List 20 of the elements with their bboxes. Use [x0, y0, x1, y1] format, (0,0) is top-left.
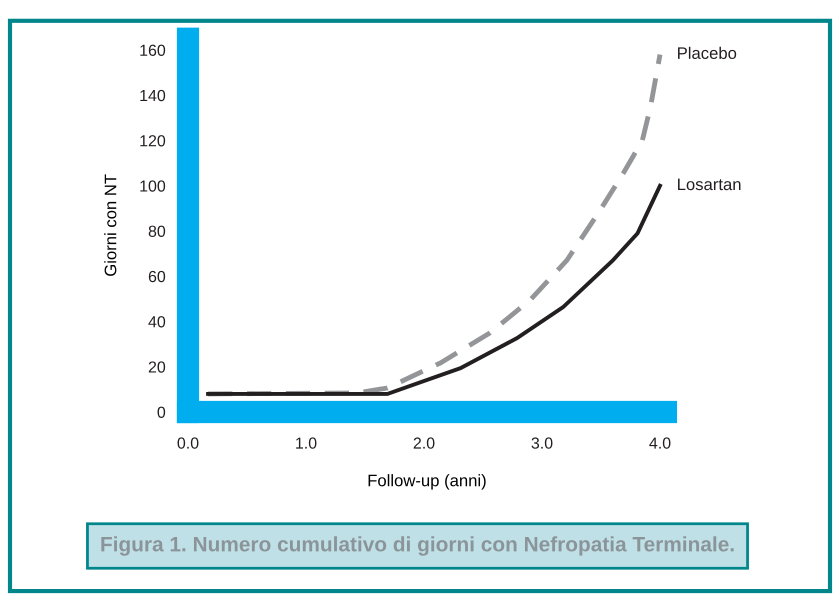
series-label: Placebo	[678, 46, 736, 59]
y-axis-title: Giorni con NT	[104, 174, 116, 276]
text: Figura 1. Numero cumulativo di giorni con Nefropatia Terminale.	[101, 536, 734, 556]
y-tick-label: 60	[148, 270, 166, 282]
x-tick-label: 4.0	[649, 437, 670, 449]
y-tick-label: 140	[140, 90, 166, 102]
x-tick-label: 2.0	[414, 437, 434, 449]
y-tick-label: 0	[158, 406, 166, 418]
y-tick-label: 120	[140, 135, 166, 146]
y-tick-label: 80	[148, 226, 166, 237]
line-series	[206, 184, 662, 396]
y-tick-label: 40	[148, 316, 166, 328]
y-tick-label: 20	[148, 361, 166, 373]
series-label: Losartan	[678, 178, 740, 190]
y-tick-label: 160	[140, 44, 166, 56]
x-axis-title: Follow-up (anni)	[368, 474, 486, 490]
y-tick-label: 100	[140, 180, 166, 192]
x-tick-label: 1.0	[296, 437, 316, 449]
x-tick-label: 3.0	[532, 437, 552, 449]
x-tick-label: 0.0	[178, 437, 198, 449]
